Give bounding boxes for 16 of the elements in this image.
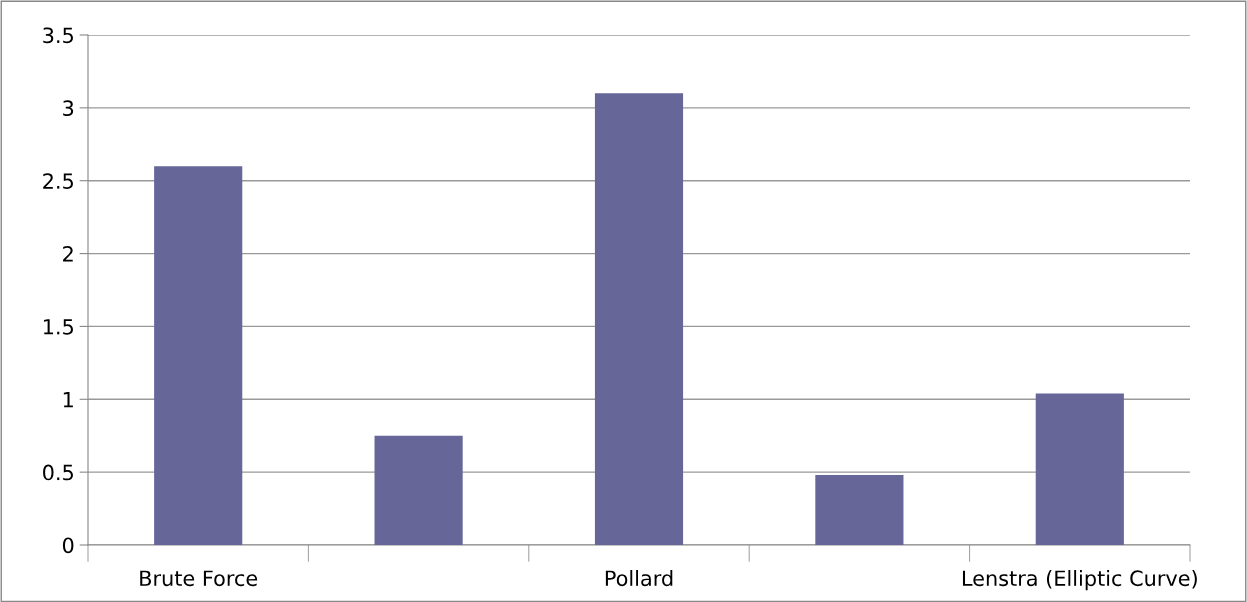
y-tick-label: 2.5 bbox=[43, 173, 73, 189]
x-tick-label: Pollard bbox=[605, 570, 673, 587]
bar bbox=[374, 435, 463, 545]
y-tick-label: 1 bbox=[63, 392, 73, 408]
bar bbox=[815, 475, 904, 545]
y-tick-label: 0 bbox=[62, 537, 74, 554]
y-tick-label: 2 bbox=[63, 246, 73, 262]
y-tick-label: 3.5 bbox=[43, 27, 73, 44]
y-tick-label: 0.5 bbox=[43, 464, 73, 481]
x-tick-label: Lenstra (Elliptic Curve) bbox=[962, 570, 1197, 591]
bar bbox=[154, 166, 243, 545]
bar bbox=[594, 93, 684, 545]
x-tick-label: Brute Force bbox=[140, 570, 258, 587]
bar bbox=[1035, 393, 1124, 545]
y-tick-label: 1.5 bbox=[43, 319, 73, 335]
y-tick-label: 3 bbox=[63, 100, 74, 117]
